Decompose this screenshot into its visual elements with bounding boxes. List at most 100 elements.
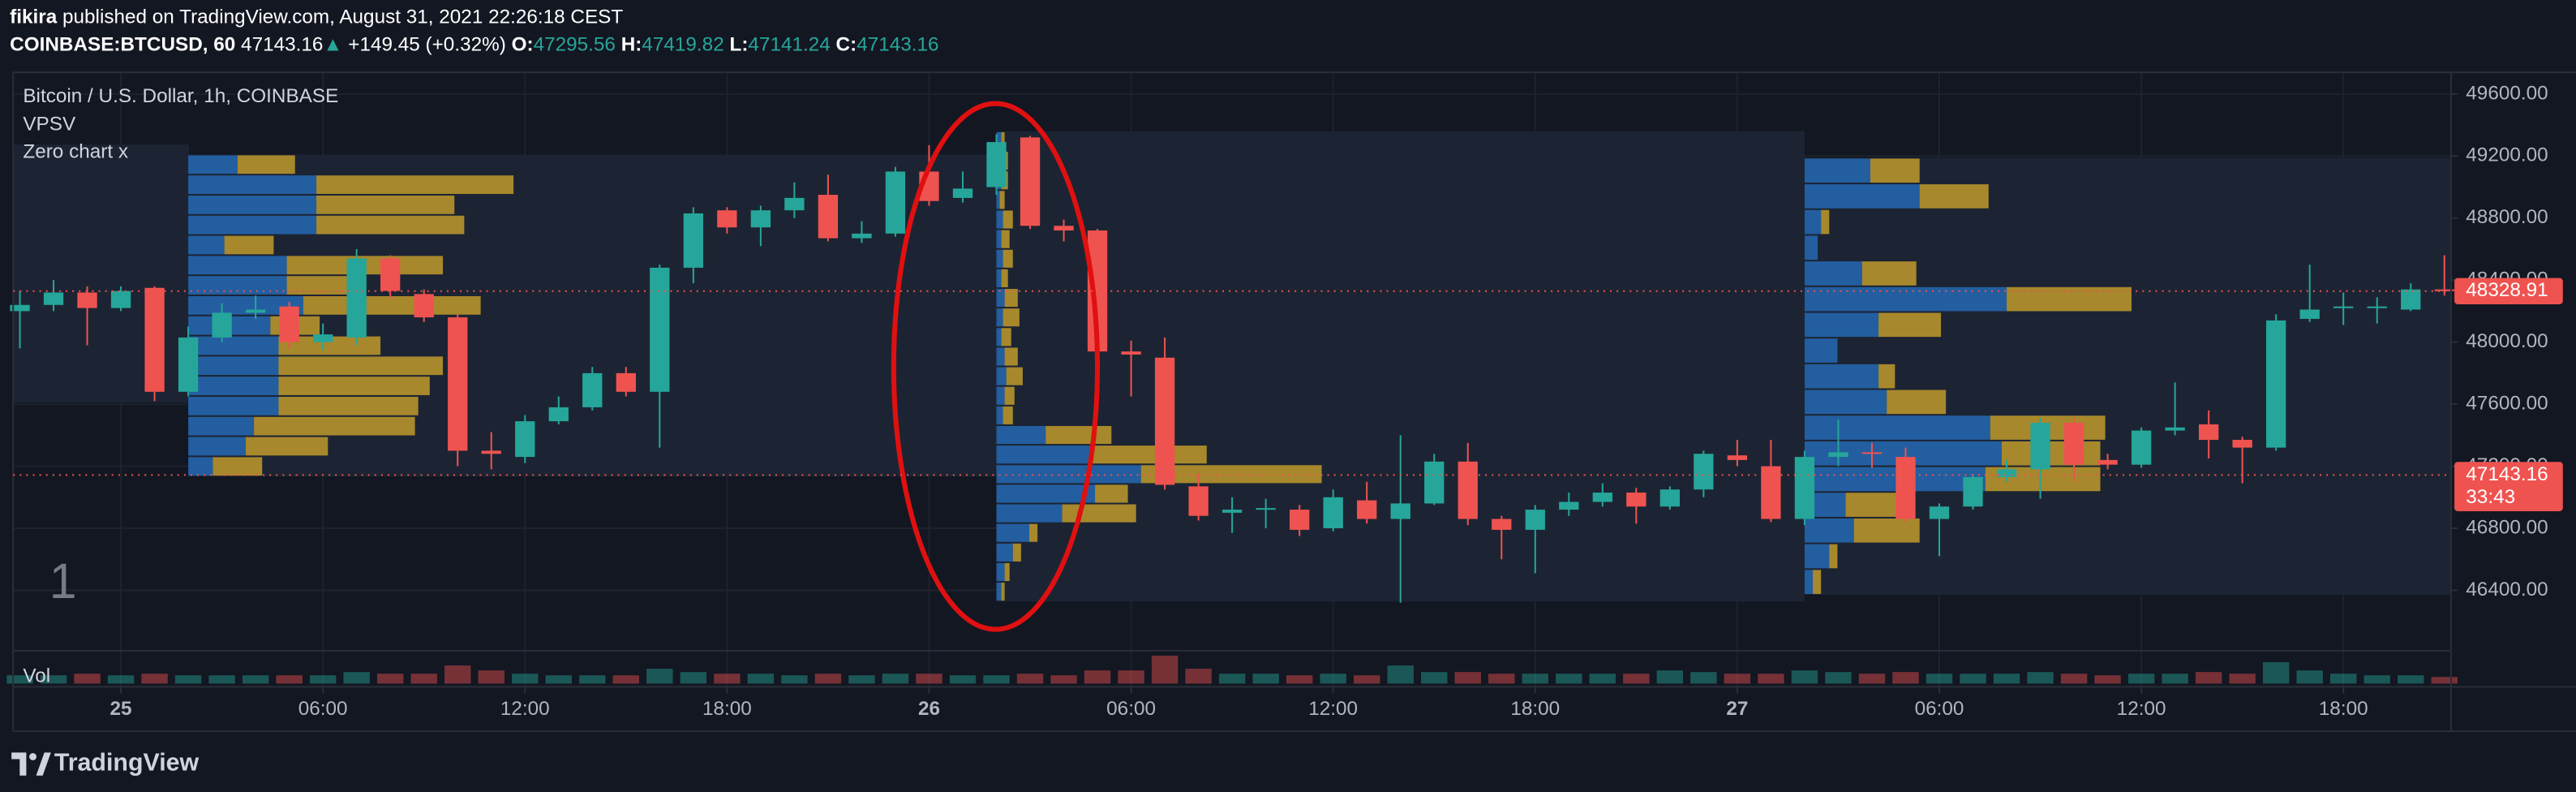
profile-up bbox=[996, 523, 1030, 542]
profile-up bbox=[1804, 390, 1887, 415]
volume-bar bbox=[2330, 674, 2357, 684]
volume-bar bbox=[1556, 674, 1582, 684]
x-tick-label: 12:00 bbox=[500, 698, 550, 720]
axes: 46400.0046800.0047200.0047600.0048000.00… bbox=[13, 82, 2563, 720]
profile-down bbox=[1861, 261, 1917, 286]
volume-bar bbox=[2363, 675, 2390, 684]
candle-body bbox=[346, 258, 367, 338]
volume-bar bbox=[2229, 674, 2256, 684]
candle-body bbox=[1963, 476, 1983, 507]
profile-up bbox=[1804, 312, 1879, 338]
profile-up bbox=[188, 256, 287, 275]
volume-bar bbox=[376, 674, 404, 684]
volume-bar bbox=[1993, 674, 2020, 684]
candle-body bbox=[548, 407, 569, 422]
volume-bar bbox=[1118, 670, 1144, 684]
profile-down bbox=[1001, 131, 1005, 151]
volume-bar bbox=[309, 675, 337, 684]
profile-up bbox=[1804, 544, 1830, 569]
volume-bar bbox=[983, 675, 1010, 684]
volume-bar bbox=[1185, 669, 1212, 684]
candle-body bbox=[481, 450, 501, 454]
indicator: VPSV bbox=[23, 113, 76, 135]
profile-down bbox=[1878, 312, 1942, 338]
highlight-ellipse bbox=[891, 101, 1101, 632]
profile-up bbox=[996, 347, 1005, 366]
candle-body bbox=[1424, 461, 1445, 504]
open-value: 47295.56 bbox=[534, 34, 616, 56]
volume-bar bbox=[545, 675, 572, 684]
volume-bar bbox=[2398, 675, 2424, 684]
profile-up bbox=[1804, 184, 1920, 209]
profile-down bbox=[1878, 364, 1896, 389]
candle-body bbox=[1323, 497, 1343, 528]
profile-up bbox=[996, 210, 1003, 229]
profile-up bbox=[188, 416, 255, 436]
candle-body bbox=[2131, 430, 2152, 465]
candle-body bbox=[2266, 320, 2286, 448]
profile-up bbox=[188, 195, 317, 214]
candle-body bbox=[650, 267, 670, 392]
logo-mark bbox=[11, 752, 27, 776]
profiles bbox=[188, 131, 2132, 601]
candle-body bbox=[1458, 461, 1478, 519]
x-tick-label: 25 bbox=[110, 698, 132, 720]
profile-up bbox=[996, 543, 1013, 562]
candle-body bbox=[178, 337, 199, 392]
volume-bar bbox=[1488, 674, 1515, 684]
high-value: 47419.82 bbox=[642, 34, 723, 56]
symbol-line: COINBASE:BTCUSD, 60 47143.16▲ +149.45 (+… bbox=[10, 34, 938, 56]
x-tick-label: 18:00 bbox=[2319, 698, 2368, 720]
volume-bar bbox=[174, 675, 202, 684]
profile-down bbox=[1813, 570, 1822, 594]
candle-body bbox=[2232, 440, 2252, 448]
pane-number: 1 bbox=[49, 553, 77, 609]
volume-bar bbox=[882, 674, 909, 684]
candle-body bbox=[2333, 306, 2354, 308]
candle-body bbox=[1221, 510, 1243, 513]
volume-bar bbox=[2127, 674, 2155, 684]
profile-down bbox=[1091, 446, 1207, 464]
candle-body bbox=[2063, 423, 2084, 465]
volume-bar bbox=[74, 674, 101, 684]
volume-bar bbox=[1050, 675, 1077, 684]
volume-bar bbox=[1218, 674, 1246, 684]
x-tick-label: 12:00 bbox=[2117, 698, 2166, 720]
profile-down bbox=[2001, 441, 2101, 466]
profile-up bbox=[996, 583, 1002, 601]
profile-down bbox=[1821, 209, 1830, 235]
candle-body bbox=[144, 287, 165, 392]
profile-up bbox=[996, 367, 1007, 385]
candle-body bbox=[1290, 510, 1310, 530]
candle-body bbox=[2401, 289, 2421, 310]
volume-bar bbox=[276, 675, 303, 684]
y-tick-label: 47600.00 bbox=[2466, 393, 2548, 415]
x-tick-label: 12:00 bbox=[1308, 698, 1358, 720]
profile-up bbox=[1804, 235, 1818, 260]
volume-bar bbox=[1791, 670, 1818, 684]
profile-up bbox=[188, 437, 246, 456]
profile-up bbox=[996, 249, 1003, 268]
y-tick-label: 46400.00 bbox=[2466, 579, 2548, 600]
volume-bar bbox=[1690, 672, 1717, 684]
profile-up bbox=[1804, 570, 1814, 594]
volume-bar bbox=[814, 674, 842, 684]
candle-body bbox=[1929, 506, 1950, 519]
profile-down bbox=[1001, 230, 1010, 248]
profile-up bbox=[996, 562, 1005, 582]
brand-logo bbox=[11, 752, 51, 776]
volume-bar bbox=[646, 669, 673, 684]
candle-body bbox=[515, 421, 535, 458]
volume-bar bbox=[2296, 670, 2323, 684]
volume-bar bbox=[1656, 670, 1684, 684]
candle-body bbox=[1761, 466, 1781, 519]
candle-body bbox=[750, 210, 771, 228]
candle-body bbox=[1020, 137, 1041, 226]
candle-body bbox=[2299, 309, 2320, 319]
low-label: L: bbox=[729, 34, 748, 56]
candle-body bbox=[1559, 501, 1579, 510]
profile-up bbox=[188, 215, 317, 235]
volume-bar bbox=[2060, 674, 2088, 684]
candle-body bbox=[77, 292, 97, 308]
